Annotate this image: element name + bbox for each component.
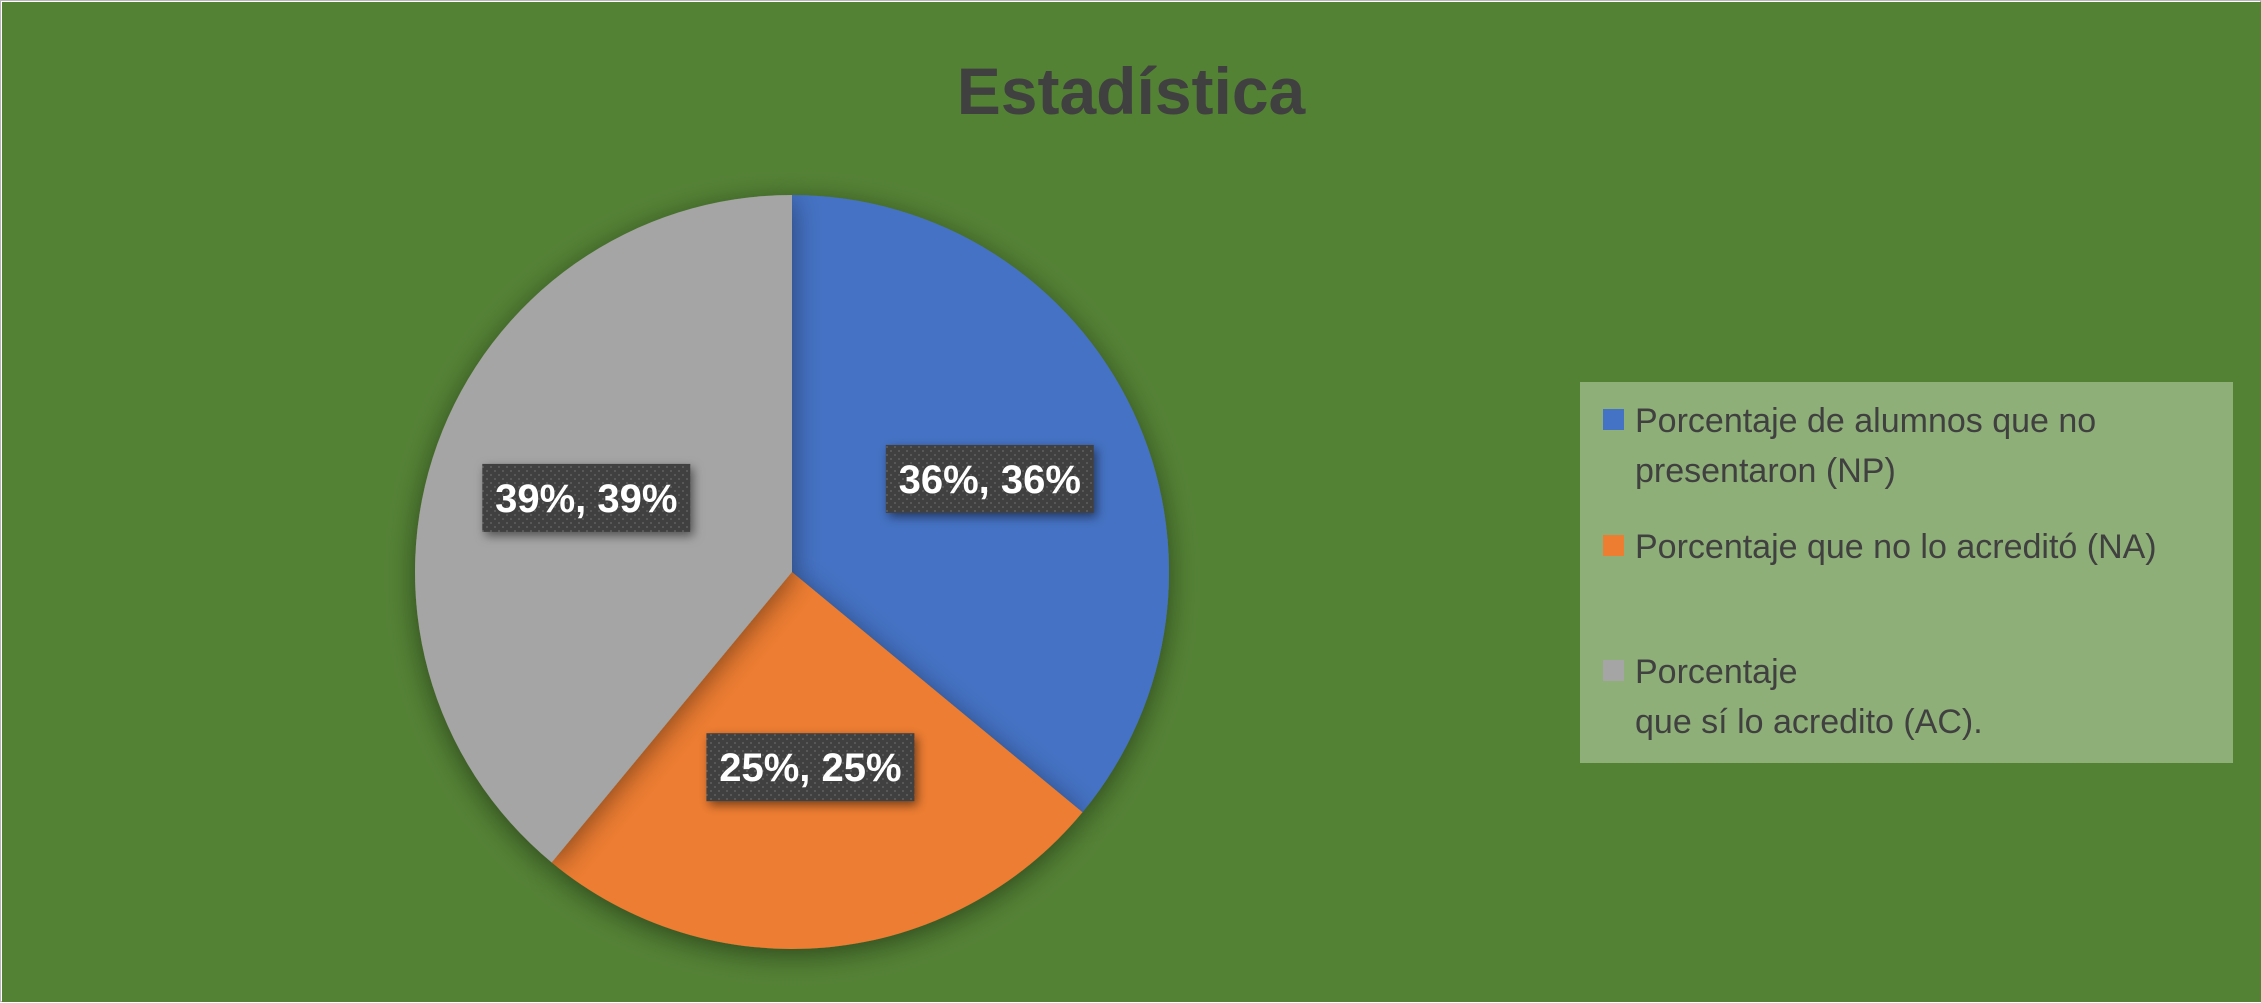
data-label-2: 25%, 25%	[719, 746, 901, 790]
legend-swatch-3	[1603, 660, 1624, 681]
legend-background	[1580, 382, 2233, 763]
data-label-1: 36%, 36%	[899, 458, 1081, 502]
legend: Porcentaje de alumnos que no presentaron …	[1580, 382, 2233, 763]
data-label-3: 39%, 39%	[495, 477, 677, 521]
chart-title: Estadística	[957, 54, 1307, 128]
legend-swatch-1	[1603, 409, 1624, 430]
legend-label-1: Porcentaje de alumnos que no presentaron …	[1635, 402, 2096, 490]
pie-slices	[415, 195, 1169, 949]
legend-label-3: Porcentaje que sí lo acredito (AC).	[1635, 653, 1983, 741]
data-label-box-2	[706, 733, 915, 802]
data-label-box-1	[885, 444, 1094, 513]
data-labels: 36%, 36% 25%, 25% 39%, 39%	[482, 444, 1094, 802]
data-label-box-3	[482, 463, 691, 532]
legend-swatch-2	[1603, 535, 1624, 556]
legend-label-2: Porcentaje que no lo acreditó (NA)	[1635, 528, 2157, 566]
legend-entries: Porcentaje de alumnos que no presentaron …	[1603, 402, 2157, 741]
